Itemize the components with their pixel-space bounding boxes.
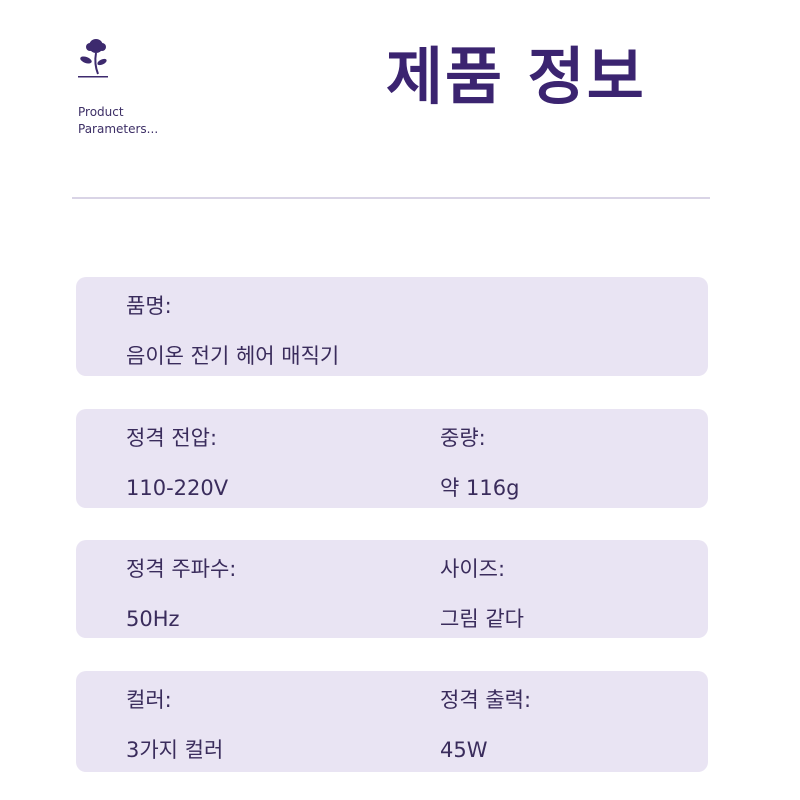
spec-product-name: 품명: 음이온 전기 헤어 매직기 [126, 293, 339, 369]
page-title: 제품 정보 [386, 40, 646, 113]
spec-card-color-power: 컬러: 3가지 컬러 정격 출력: 45W [76, 671, 708, 772]
spec-label: 정격 전압: [126, 426, 218, 450]
spec-label: 정격 출력: [440, 688, 532, 712]
spec-weight: 중량: 약 116g [440, 425, 519, 501]
spec-label: 품명: [126, 294, 172, 318]
spec-value: 약 116g [440, 476, 520, 500]
spec-value: 110-220V [126, 476, 229, 500]
rose-icon [78, 39, 108, 78]
spec-voltage: 정격 전압: 110-220V [126, 425, 228, 501]
spec-power: 정격 출력: 45W [440, 687, 531, 763]
spec-label: 정격 주파수: [126, 557, 237, 581]
spec-card-frequency-size: 정격 주파수: 50Hz 사이즈: 그림 같다 [76, 540, 708, 638]
subtitle-line-1: Product [78, 105, 124, 119]
spec-value: 그림 같다 [440, 607, 524, 631]
spec-label: 컬러: [126, 688, 172, 712]
spec-value: 3가지 컬러 [126, 738, 224, 762]
spec-value: 음이온 전기 헤어 매직기 [126, 344, 340, 368]
spec-label: 중량: [440, 426, 486, 450]
spec-size: 사이즈: 그림 같다 [440, 556, 524, 632]
spec-card-product-name: 품명: 음이온 전기 헤어 매직기 [76, 277, 708, 376]
spec-color: 컬러: 3가지 컬러 [126, 687, 223, 763]
spec-card-voltage-weight: 정격 전압: 110-220V 중량: 약 116g [76, 409, 708, 508]
spec-label: 사이즈: [440, 557, 506, 581]
spec-value: 50Hz [126, 607, 180, 631]
spec-frequency: 정격 주파수: 50Hz [126, 556, 236, 632]
subtitle-line-2: Parameters... [78, 122, 159, 136]
product-parameters-subtitle: Product Parameters... [78, 104, 158, 138]
spec-value: 45W [440, 738, 488, 762]
divider [72, 197, 710, 199]
